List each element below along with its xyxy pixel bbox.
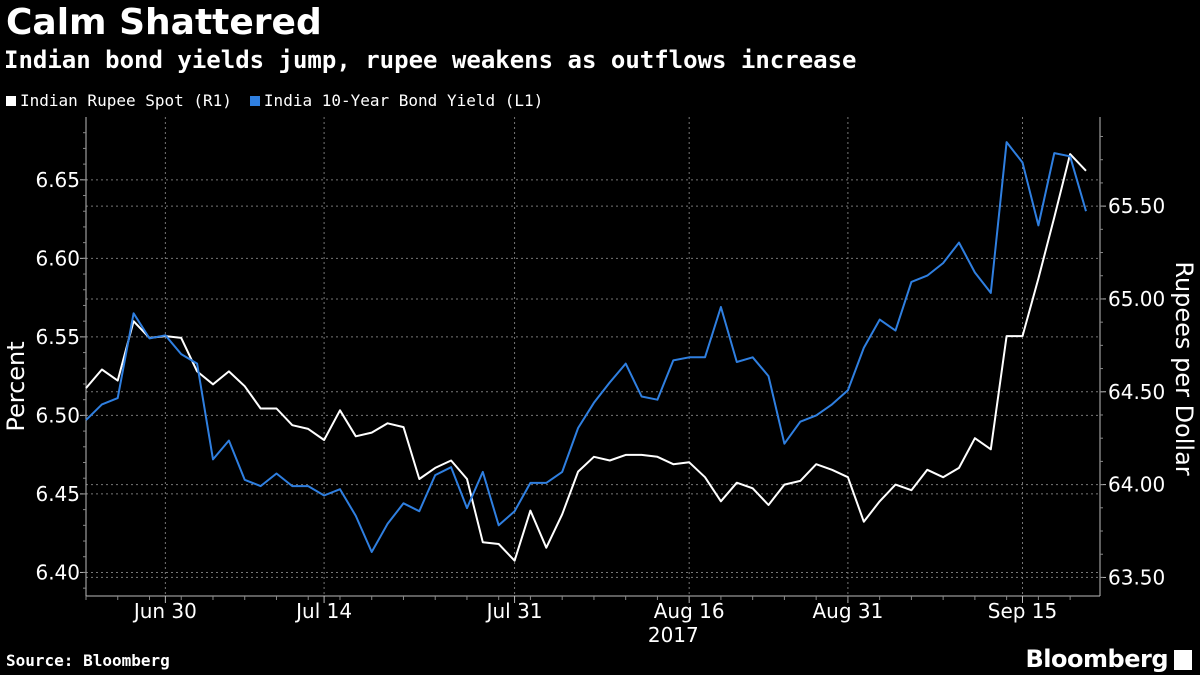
y-left-tick-label: 6.60 bbox=[35, 246, 80, 270]
legend-label-bond: India 10-Year Bond Yield (L1) bbox=[263, 91, 544, 110]
x-tick-label: Jun 30 bbox=[132, 599, 197, 623]
y-right-tick-label: 64.50 bbox=[1108, 380, 1165, 404]
y-right-tick-label: 64.00 bbox=[1108, 473, 1165, 497]
axes bbox=[80, 117, 1106, 603]
legend: Indian Rupee Spot (R1) India 10-Year Bon… bbox=[6, 91, 543, 110]
bloomberg-logo: Bloomberg bbox=[1025, 645, 1169, 673]
legend-label-rupee: Indian Rupee Spot (R1) bbox=[20, 91, 232, 110]
x-tick-label: Jul 31 bbox=[485, 599, 543, 623]
series-lines bbox=[85, 141, 1087, 562]
legend-item-bond: India 10-Year Bond Yield (L1) bbox=[249, 91, 544, 110]
x-axis-title: 2017 bbox=[648, 623, 699, 647]
chart-title: Calm Shattered bbox=[6, 2, 322, 43]
y-right-tick-label: 65.50 bbox=[1108, 194, 1165, 218]
y-left-tick-label: 6.55 bbox=[35, 325, 80, 349]
y-right-axis-title: Rupees per Dollar bbox=[1170, 261, 1198, 475]
x-tick-label: Aug 31 bbox=[812, 599, 883, 623]
bloomberg-mark-icon bbox=[1174, 650, 1192, 670]
y-left-tick-label: 6.65 bbox=[35, 168, 80, 192]
axis-labels: 6.40 6.45 6.50 6.55 6.60 6.65 63.50 64.00 64.50 6… bbox=[2, 168, 1198, 647]
gridlines bbox=[86, 117, 1100, 596]
y-left-tick-label: 6.40 bbox=[35, 560, 80, 584]
x-tick-label: Aug 16 bbox=[654, 599, 725, 623]
legend-swatch-bond bbox=[249, 95, 260, 106]
chart-subtitle: Indian bond yields jump, rupee weakens a… bbox=[4, 46, 857, 74]
y-left-axis-title: Percent bbox=[2, 341, 30, 431]
x-tick-label: Jul 14 bbox=[294, 599, 352, 623]
source-note: Source: Bloomberg bbox=[6, 651, 170, 670]
y-right-tick-label: 65.00 bbox=[1108, 287, 1165, 311]
series-line-rupee bbox=[85, 153, 1087, 562]
x-tick-label: Sep 15 bbox=[988, 599, 1058, 623]
y-right-tick-label: 63.50 bbox=[1108, 565, 1165, 589]
legend-swatch-rupee bbox=[6, 95, 16, 106]
legend-item-rupee: Indian Rupee Spot (R1) bbox=[6, 91, 232, 110]
series-line-bond-yield bbox=[85, 141, 1087, 553]
y-left-tick-label: 6.45 bbox=[35, 482, 80, 506]
y-left-tick-label: 6.50 bbox=[35, 403, 80, 427]
